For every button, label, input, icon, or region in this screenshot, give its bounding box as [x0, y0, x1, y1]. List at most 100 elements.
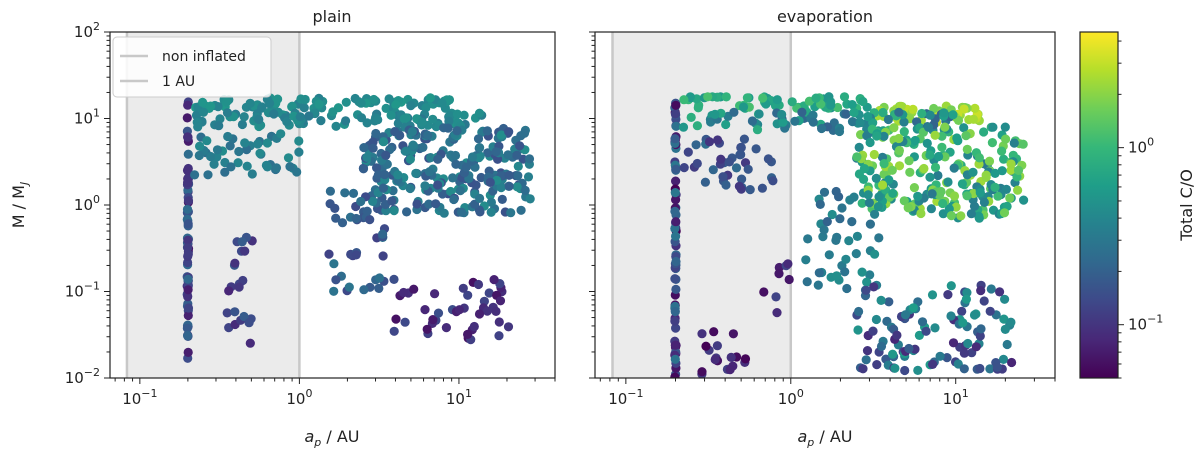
scatter-point-main-cloud: [949, 163, 959, 173]
scatter-point-middle-band: [194, 150, 204, 161]
scatter-point-lower-right: [963, 338, 973, 349]
scatter-point-low-chain: [837, 203, 847, 213]
scatter-point-upper-band: [841, 109, 851, 119]
scatter-point-main-cloud: [872, 131, 882, 141]
scatter-point-low-chain: [852, 231, 863, 241]
scatter-point-middle-band: [226, 162, 236, 172]
scatter-point-lower-right: [942, 353, 952, 363]
scatter-point-outer-low: [463, 329, 473, 339]
scatter-point-main-cloud: [506, 208, 516, 218]
scatter-point-main-cloud: [857, 198, 867, 208]
scatter-point-inner-mid: [734, 181, 745, 191]
scatter-point-main-cloud: [999, 154, 1009, 164]
scatter-point-lower-right: [868, 326, 878, 336]
scatter-point-inner-column: [671, 164, 681, 174]
scatter-point-low-chain: [344, 282, 354, 292]
x-tick-label: 101: [943, 387, 969, 408]
scatter-point-lower-right: [1007, 357, 1017, 368]
scatter-point-main-cloud: [491, 147, 501, 157]
scatter-point-inner-column: [671, 231, 681, 241]
scatter-point-lower-right: [854, 306, 864, 317]
scatter-point-inner-mid: [763, 154, 774, 164]
scatter-point-main-cloud: [446, 186, 456, 197]
scatter-point-main-cloud: [359, 143, 369, 153]
scatter-point-main-cloud: [486, 207, 496, 217]
scatter-point-outer-low: [422, 324, 432, 334]
scatter-point-mid-low-points: [772, 308, 782, 318]
scatter-point-inner-column: [671, 176, 681, 186]
scatter-point-main-cloud: [981, 170, 991, 180]
scatter-point-main-cloud: [420, 181, 430, 191]
scatter-point-main-cloud: [869, 149, 879, 160]
scatter-point-lower-right: [861, 285, 871, 295]
scatter-point-lower-right: [904, 343, 914, 354]
scatter-point-low-chain: [802, 277, 812, 287]
scatter-point-main-cloud: [496, 183, 506, 193]
scatter-point-outer-low: [494, 317, 504, 327]
scatter-point-main-cloud: [476, 172, 486, 183]
scatter-point-lower-right: [876, 341, 887, 351]
scatter-point-lower-right: [946, 281, 956, 291]
scatter-point-main-cloud: [949, 191, 960, 201]
scatter-point-upper-band: [295, 112, 305, 122]
scatter-point-top-band: [213, 102, 223, 112]
scatter-point-outer-low: [458, 283, 468, 293]
scatter-point-main-cloud: [475, 193, 485, 203]
scatter-point-main-cloud: [1019, 195, 1029, 205]
scatter-point-inner-mid: [745, 185, 755, 195]
x-axis-ticks-plain: 10−1 100 101: [114, 378, 556, 408]
scatter-point-main-cloud: [516, 205, 526, 215]
scatter-point-upper-band: [752, 125, 763, 135]
scatter-point-main-cloud: [1013, 165, 1024, 175]
scatter-point-top-band: [314, 99, 324, 109]
scatter-point-low-chain: [337, 218, 348, 228]
scatter-point-upper-band: [222, 108, 233, 118]
scatter-point-low-curve: [725, 365, 735, 375]
x-axis-ticks-evaporation: 10−1 100 101: [599, 378, 1056, 408]
scatter-point-top-band: [221, 97, 232, 107]
scatter-point-inner-column: [183, 303, 194, 313]
scatter-point-low-chain: [374, 273, 385, 283]
scatter-point-inner-mid: [713, 135, 723, 145]
scatter-point-low-chain: [324, 249, 334, 259]
scatter-point-lower-right: [961, 294, 972, 304]
scatter-point-lower-right: [914, 330, 925, 340]
scatter-point-upper-band: [899, 117, 909, 127]
scatter-point-main-cloud: [362, 152, 372, 162]
scatter-point-lower-right: [917, 317, 928, 327]
scatter-point-upper-band: [269, 109, 279, 119]
scatter-point-main-cloud: [999, 208, 1010, 218]
legend-label-1au: 1 AU: [162, 74, 195, 90]
x-tick-label: 10−1: [608, 387, 643, 408]
scatter-point-low-chain: [330, 203, 340, 213]
scatter-point-mid-low: [409, 284, 419, 294]
scatter-point-inner-low: [245, 338, 255, 348]
scatter-point-low-chain: [365, 215, 375, 225]
scatter-point-inner-column: [183, 331, 193, 341]
scatter-point-middle-band: [261, 160, 271, 170]
scatter-point-middle-band: [276, 129, 286, 139]
scatter-point-lower-right: [888, 349, 898, 359]
scatter-point-inner-mid: [736, 149, 746, 160]
scatter-point-main-cloud: [482, 126, 492, 136]
scatter-point-inner-column: [670, 316, 680, 326]
scatter-point-main-cloud: [934, 151, 944, 162]
scatter-point-lower-right: [1000, 324, 1010, 334]
scatter-point-main-cloud: [988, 122, 998, 132]
scatter-point-outer-low: [428, 315, 438, 325]
scatter-point-main-cloud: [1005, 193, 1015, 203]
scatter-point-main-cloud: [887, 165, 897, 175]
scatter-point-main-cloud: [381, 150, 391, 160]
scatter-point-main-cloud: [990, 182, 1000, 192]
scatter-point-outer-low: [469, 321, 479, 332]
scatter-point-inner-column: [670, 134, 680, 144]
scatter-point-lower-right: [908, 303, 919, 313]
scatter-point-main-cloud: [1018, 139, 1028, 149]
scatter-point-main-cloud: [884, 175, 894, 185]
scatter-point-inner-mid: [716, 154, 726, 164]
scatter-point-low-chain: [819, 187, 830, 197]
scatter-point-main-cloud: [451, 159, 461, 169]
scatter-point-low-curve: [740, 354, 751, 364]
scatter-point-middle-band: [242, 161, 252, 171]
scatter-point-mid-low: [391, 314, 401, 324]
